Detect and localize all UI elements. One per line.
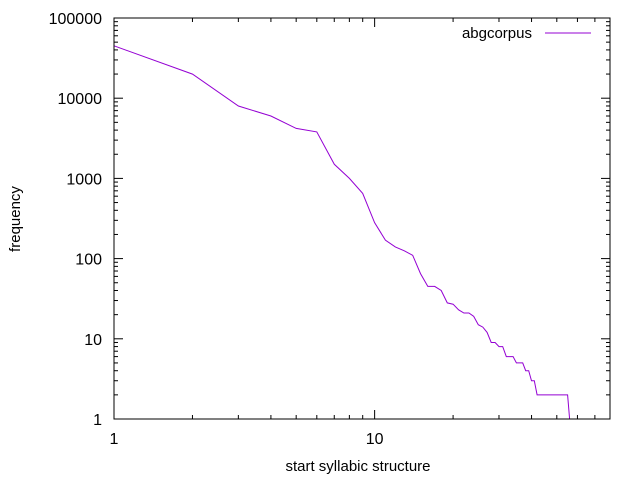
series-layer [113, 45, 571, 420]
y-tick-label: 10 [84, 332, 102, 349]
y-axis-title: frequency [7, 186, 24, 252]
y-tick-label: 10000 [58, 91, 103, 108]
y-tick-label: 1 [93, 412, 102, 429]
y-tick-label: 1000 [66, 171, 102, 188]
y-tick-label: 100 [75, 252, 102, 269]
series-line-abgcorpus [113, 45, 571, 420]
x-tick-label: 10 [366, 431, 384, 448]
plot-frame [113, 17, 611, 420]
y-tick-label: 100000 [49, 11, 102, 28]
legend: abgcorpus [462, 25, 591, 42]
x-axis-title: start syllabic structure [285, 458, 430, 475]
legend-label-abgcorpus: abgcorpus [462, 25, 532, 42]
x-tick-label: 1 [110, 431, 119, 448]
axis-tick-labels: 1 10 100 1000 10000 100000 1 10 [49, 11, 384, 448]
